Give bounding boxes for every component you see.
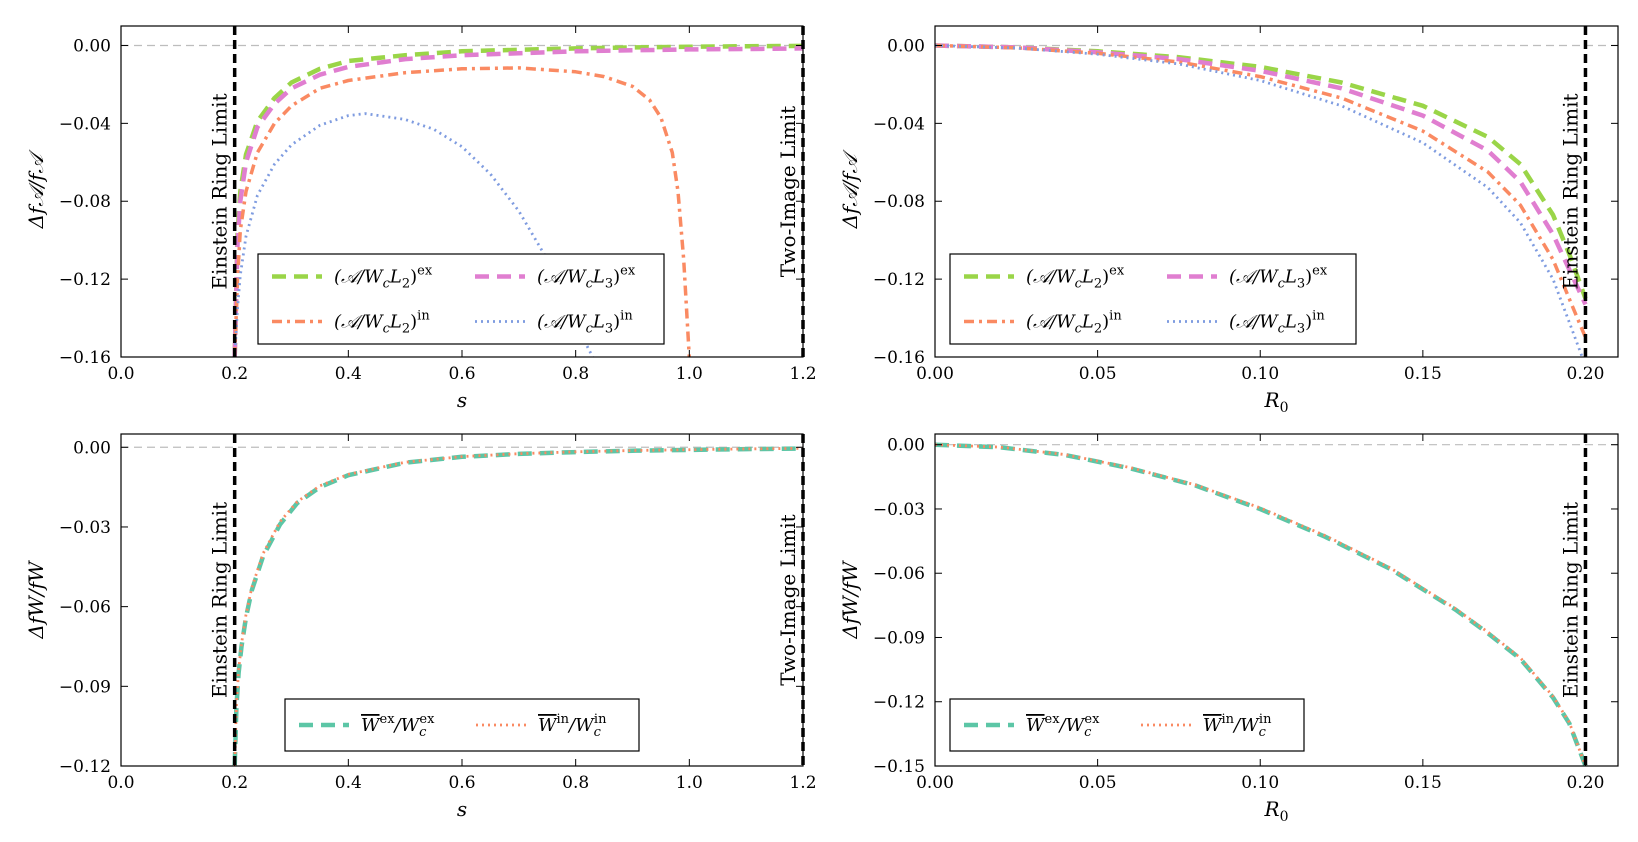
y-tick-label: −0.15 xyxy=(873,757,925,777)
legend-entry-label: (𝒜/WcL2)in xyxy=(334,309,430,337)
x-tick-label: 0.8 xyxy=(562,364,589,384)
axes-frame xyxy=(934,433,1619,767)
x-tick-label: 0.05 xyxy=(1079,364,1117,384)
axes-frame xyxy=(934,25,1619,358)
series-line-2 xyxy=(232,46,803,357)
y-tick-label: −0.04 xyxy=(873,114,925,134)
y-tick-label: 0.00 xyxy=(73,36,111,56)
legend-entry-label: (𝒜/WcL2)in xyxy=(1026,309,1122,337)
x-tick-label: 0.6 xyxy=(448,773,475,793)
x-tick-label: 0.0 xyxy=(107,773,134,793)
limit-label: Einstein Ring Limit xyxy=(1558,502,1582,698)
y-axis-label: ΔfW/fW xyxy=(24,560,48,640)
x-axis-label: R0 xyxy=(1264,797,1289,825)
y-tick-label: −0.06 xyxy=(59,598,111,618)
series-group xyxy=(232,446,803,766)
y-tick-label: −0.03 xyxy=(59,518,111,538)
series-group xyxy=(232,43,803,357)
limit-label: Einstein Ring Limit xyxy=(208,502,232,698)
x-tick-label: 0.4 xyxy=(335,364,362,384)
x-tick-label: 0.10 xyxy=(1241,364,1279,384)
x-tick-label: 0.6 xyxy=(448,364,475,384)
limit-label: Two-Image Limit xyxy=(776,514,800,685)
x-tick-label: 0.10 xyxy=(1241,773,1279,793)
legend: (𝒜/WcL2)ex (𝒜/WcL3)ex (𝒜/WcL2)in (𝒜/WcL3)in xyxy=(949,253,1357,345)
x-tick-label: 1.0 xyxy=(676,364,703,384)
x-tick-label: 0.15 xyxy=(1404,364,1442,384)
x-tick-label: 0.4 xyxy=(335,773,362,793)
legend-entry-label: (𝒜/WcL3)in xyxy=(1229,309,1325,337)
x-tick-label: 0.8 xyxy=(562,773,589,793)
panel-top-left: Einstein Ring Limit Two-Image Limit 0.00 −0… xyxy=(24,25,817,412)
series-line-4 xyxy=(233,112,594,357)
y-tick-label: −0.08 xyxy=(873,192,925,212)
legend-entry-label: Wex/Wcex xyxy=(1026,712,1100,740)
x-tick-label: 1.0 xyxy=(676,773,703,793)
legend-entry-label: Win/Wcin xyxy=(1203,712,1272,740)
limit-label: Two-Image Limit xyxy=(776,106,800,277)
panel-top-right: Einstein Ring Limit 0.00 −0.04 −0.08 −0.12 −0… xyxy=(838,25,1619,416)
x-tick-label: 0.20 xyxy=(1567,364,1605,384)
x-tick-label: 0.2 xyxy=(221,364,248,384)
y-tick-label: −0.16 xyxy=(873,348,925,368)
legend: Wex/Wcex Win/Wcin xyxy=(284,698,640,752)
y-tick-label: −0.04 xyxy=(59,114,111,134)
x-axis-label: R0 xyxy=(1264,388,1289,416)
y-tick-label: 0.00 xyxy=(887,436,925,456)
legend: Wex/Wcex Win/Wcin xyxy=(949,698,1305,752)
y-tick-label: −0.16 xyxy=(59,348,111,368)
x-tick-label: 1.2 xyxy=(789,364,816,384)
legend-entry-label: (𝒜/WcL3)ex xyxy=(537,264,636,292)
y-axis-label: ΔfW/fW xyxy=(838,560,862,640)
y-tick-label: −0.06 xyxy=(873,564,925,584)
legend-frame xyxy=(949,253,1357,345)
legend-entry-label: (𝒜/WcL2)ex xyxy=(334,264,433,292)
series-group xyxy=(935,43,1588,357)
x-axis-label: s xyxy=(457,797,467,821)
series-line-1 xyxy=(935,442,1588,766)
x-tick-label: 1.2 xyxy=(789,773,816,793)
x-tick-label: 0.2 xyxy=(221,773,248,793)
limit-label: Einstein Ring Limit xyxy=(1558,93,1582,289)
legend-entry-label: (𝒜/WcL3)ex xyxy=(1229,264,1328,292)
series-line-1 xyxy=(935,43,1588,300)
legend-entry-label: (𝒜/WcL2)ex xyxy=(1026,264,1125,292)
x-tick-label: 0.15 xyxy=(1404,773,1442,793)
legend-entry-label: Win/Wcin xyxy=(538,712,607,740)
y-tick-label: −0.03 xyxy=(873,500,925,520)
y-tick-label: 0.00 xyxy=(73,438,111,458)
series-line-1 xyxy=(232,446,803,766)
series-line-3 xyxy=(232,66,692,357)
x-tick-label: 0.0 xyxy=(107,364,134,384)
y-tick-label: 0.00 xyxy=(887,36,925,56)
series-line-3 xyxy=(935,43,1588,339)
y-axis-label: Δf𝒜/f𝒜 xyxy=(838,149,862,230)
legend-frame xyxy=(257,253,665,345)
legend-entry-label: (𝒜/WcL3)in xyxy=(537,309,633,337)
limit-label: Einstein Ring Limit xyxy=(208,93,232,289)
y-axis-label: Δf𝒜/f𝒜 xyxy=(24,149,48,230)
y-tick-label: −0.12 xyxy=(59,270,111,290)
y-tick-label: −0.08 xyxy=(59,192,111,212)
y-tick-label: −0.12 xyxy=(873,270,925,290)
x-tick-label: 0.05 xyxy=(1079,773,1117,793)
legend: (𝒜/WcL2)ex (𝒜/WcL3)ex (𝒜/WcL2)in (𝒜/WcL3)in xyxy=(257,253,665,345)
series-group xyxy=(935,442,1588,766)
series-line-2 xyxy=(935,43,1588,306)
x-tick-label: 0.20 xyxy=(1567,773,1605,793)
x-tick-label: 0.00 xyxy=(916,773,954,793)
y-tick-label: −0.12 xyxy=(59,757,111,777)
legend-entry-label: Wex/Wcex xyxy=(361,712,435,740)
y-tick-label: −0.12 xyxy=(873,693,925,713)
panel-bottom-right: Einstein Ring Limit 0.00 −0.03 −0.06 −0.09 −0… xyxy=(838,433,1619,825)
x-tick-label: 0.00 xyxy=(916,364,954,384)
x-axis-label: s xyxy=(457,388,467,412)
y-tick-label: −0.09 xyxy=(59,677,111,697)
panel-bottom-left: Einstein Ring Limit Two-Image Limit 0.00 −0… xyxy=(24,433,817,821)
y-tick-label: −0.09 xyxy=(873,628,925,648)
series-line-4 xyxy=(935,44,1584,357)
